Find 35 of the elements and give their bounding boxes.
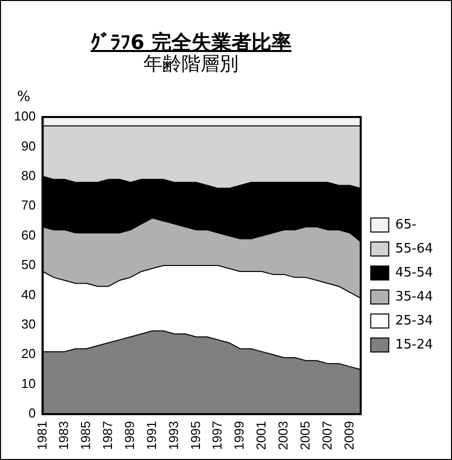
legend-label: 45-54 xyxy=(395,265,434,280)
x-tick-label: 1987 xyxy=(100,421,116,450)
x-tick-label: 1995 xyxy=(188,421,203,450)
x-tick-label: 2003 xyxy=(276,421,291,450)
chart-title: ｸﾞﾗﾌ6 完全失業者比率 xyxy=(90,29,292,54)
y-tick-label: 80 xyxy=(21,168,36,183)
y-tick-label: 40 xyxy=(21,286,36,302)
legend-label: 35-44 xyxy=(395,289,434,304)
legend-label: 25-34 xyxy=(395,313,434,328)
y-tick-label: 20 xyxy=(21,346,36,362)
x-tick-label: 1983 xyxy=(56,421,72,450)
x-tick-label: 1989 xyxy=(122,421,137,450)
x-tick-label: 1999 xyxy=(232,421,247,450)
x-tick-label: 1981 xyxy=(34,421,50,450)
y-tick-label: 50 xyxy=(21,257,36,272)
y-tick-label: 90 xyxy=(21,138,36,154)
x-tick-label: 1985 xyxy=(78,421,94,450)
y-tick-label: 70 xyxy=(21,198,36,213)
x-tick-label: 1991 xyxy=(144,421,159,450)
x-tick-label: 2009 xyxy=(341,421,356,450)
x-tick-label: 2007 xyxy=(319,421,334,450)
x-tick-label: 1997 xyxy=(210,421,225,450)
y-axis-title: % xyxy=(17,89,30,105)
x-tick-label: 2005 xyxy=(297,421,312,450)
legend-label: 55-64 xyxy=(395,241,434,256)
x-tick-label: 1993 xyxy=(166,421,181,450)
chart-subtitle: 年齢階層別 xyxy=(142,52,240,77)
y-tick-label: 0 xyxy=(28,406,36,421)
x-tick-label: 2001 xyxy=(254,421,269,450)
legend-label: 15-24 xyxy=(395,337,434,352)
y-tick-label: 100 xyxy=(14,108,36,124)
y-tick-label: 10 xyxy=(21,376,36,391)
y-tick-label: 30 xyxy=(21,316,36,332)
legend-label: 65- xyxy=(395,217,417,232)
y-tick-label: 60 xyxy=(21,227,36,242)
